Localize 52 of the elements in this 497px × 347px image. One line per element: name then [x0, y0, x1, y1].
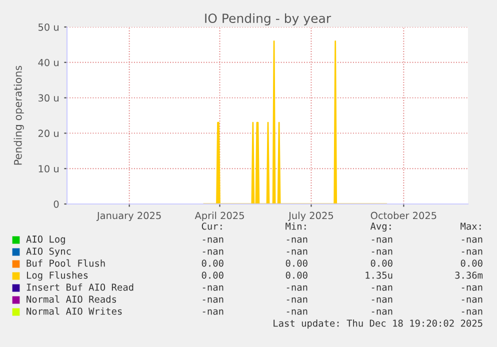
- text: -nan: [372, 249, 392, 255]
- text: -nan: [202, 285, 224, 291]
- text: -nan: [286, 249, 308, 255]
- text: -nan: [286, 297, 308, 303]
- text: -nan: [462, 249, 482, 255]
- text: -nan: [202, 297, 224, 303]
- text: Max:: [460, 222, 481, 230]
- text: 0.00: [202, 260, 224, 267]
- legend-label: Normal AIO Reads: [26, 295, 116, 303]
- text: Min:: [286, 222, 306, 230]
- text: Cur:: [202, 222, 222, 230]
- legend-label: Normal AIO Writes: [26, 307, 122, 315]
- text: -nan: [462, 297, 482, 303]
- y-tick-label: 30 u: [38, 94, 58, 102]
- legend-label: Buf Pool Flush: [26, 259, 105, 267]
- text: -nan: [462, 309, 482, 315]
- legend-label: AIO Log: [26, 236, 65, 245]
- legend-label: Log Flushes: [26, 271, 88, 281]
- y-axis-title: Pending operations: [14, 66, 24, 165]
- text: 0.00: [460, 260, 482, 267]
- y-tick-label: 50 u: [38, 23, 58, 31]
- x-tick-label: April 2025: [194, 212, 244, 222]
- text: -nan: [202, 249, 224, 255]
- text: -nan: [286, 309, 308, 315]
- text: 3.36m: [455, 272, 483, 279]
- text: 1.35u: [366, 272, 392, 279]
- y-tick-label: 0: [54, 200, 59, 208]
- legend-label: AIO Sync: [26, 248, 71, 257]
- chart-title: IO Pending - by year: [205, 13, 332, 26]
- text: -nan: [202, 309, 224, 315]
- text: -nan: [286, 237, 308, 243]
- y-tick-label: 40 u: [38, 58, 58, 66]
- text: 0.00: [202, 272, 224, 279]
- y-tick-label: 10 u: [38, 165, 58, 172]
- text: Last update: Thu Dec 18 19:20:02 2025: [274, 319, 482, 329]
- text: 0.00: [370, 260, 392, 267]
- legend-label: Insert Buf AIO Read: [26, 283, 134, 291]
- text: -nan: [462, 237, 482, 243]
- x-tick-label: January 2025: [96, 212, 161, 222]
- x-tick-label: July 2025: [288, 212, 334, 222]
- text: -nan: [372, 309, 392, 315]
- x-tick-label: October 2025: [370, 212, 436, 220]
- y-tick-label: 20 u: [38, 130, 58, 138]
- text: -nan: [202, 237, 224, 243]
- text: -nan: [372, 285, 392, 291]
- text: -nan: [286, 285, 308, 291]
- text: -nan: [462, 285, 482, 291]
- text: -nan: [372, 237, 392, 243]
- text: 0.00: [286, 260, 308, 267]
- text: Avg:: [370, 222, 391, 232]
- text: 0.00: [286, 272, 308, 279]
- text: -nan: [372, 297, 392, 303]
